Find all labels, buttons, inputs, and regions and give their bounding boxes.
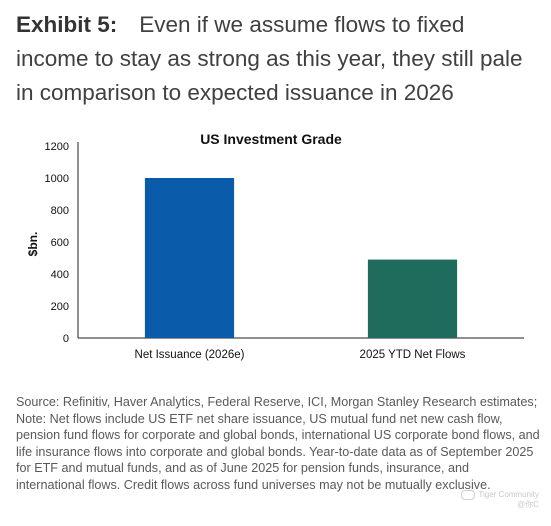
watermark-logo-icon [461,490,476,500]
watermark-line-2: @你C [517,500,539,510]
watermark: Tiger Community @你C [461,490,539,510]
x-tick-label: 2025 YTD Net Flows [360,349,466,361]
watermark-line-1: Tiger Community [478,490,539,500]
x-tick-label: Net Issuance (2026e) [135,349,245,361]
bar [367,259,458,338]
y-tick-label: 400 [51,269,69,281]
exhibit-heading: Exhibit 5: Even if we assume flows to fix… [16,8,541,110]
y-tick-labels: 0 200 400 600 800 1000 1200 [45,141,69,345]
y-tick-label: 600 [51,237,69,249]
y-tick-label: 0 [63,333,69,345]
y-axis-label: $bn. [26,232,40,257]
bar-chart: US Investment Grade $bn. 0 200 400 600 800 10… [26,131,524,361]
y-tick-label: 1000 [45,173,69,185]
chart-title: US Investment Grade [200,131,342,147]
source-notes: Source: Refinitiv, Haver Analytics, Fede… [16,395,540,492]
exhibit-label: Exhibit 5: [16,12,118,37]
x-tick-labels: Net Issuance (2026e) 2025 YTD Net Flows [135,349,466,361]
bars [144,178,458,338]
y-tick-label: 800 [51,205,69,217]
bar [144,178,235,338]
exhibit-title: Even if we assume flows to fixed income … [16,12,523,105]
y-tick-label: 1200 [45,141,69,153]
y-tick-label: 200 [51,301,69,313]
